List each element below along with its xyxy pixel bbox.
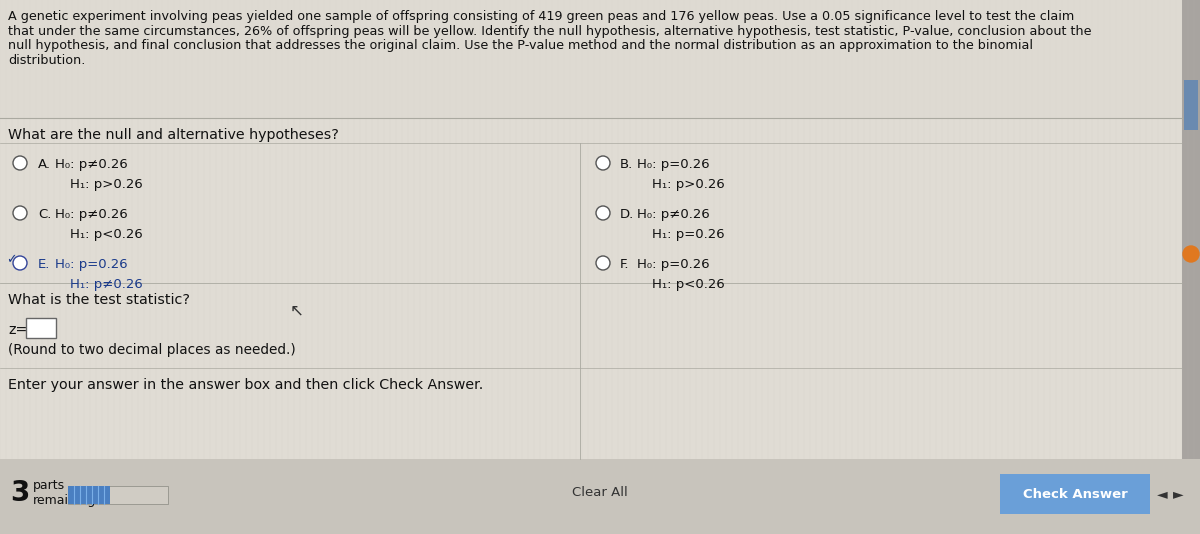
Circle shape <box>1183 246 1199 262</box>
Text: What are the null and alternative hypotheses?: What are the null and alternative hypoth… <box>8 128 338 142</box>
Text: D.: D. <box>620 208 635 221</box>
Circle shape <box>596 256 610 270</box>
Text: z=: z= <box>8 323 28 337</box>
Text: E.: E. <box>38 258 50 271</box>
Text: ↖: ↖ <box>290 301 304 319</box>
Text: ◄: ◄ <box>1157 487 1168 501</box>
Text: H₁: p>0.26: H₁: p>0.26 <box>652 178 725 191</box>
Circle shape <box>596 156 610 170</box>
Text: H₀: p≠0.26: H₀: p≠0.26 <box>55 208 127 221</box>
FancyBboxPatch shape <box>1182 0 1200 459</box>
Text: Enter your answer in the answer box and then click Check Answer.: Enter your answer in the answer box and … <box>8 378 484 392</box>
Text: H₀: p=0.26: H₀: p=0.26 <box>637 258 709 271</box>
Text: ►: ► <box>1172 487 1183 501</box>
FancyBboxPatch shape <box>1000 474 1150 514</box>
Circle shape <box>13 156 28 170</box>
Text: A.: A. <box>38 158 50 171</box>
FancyBboxPatch shape <box>0 459 1200 534</box>
Text: H₁: p>0.26: H₁: p>0.26 <box>70 178 143 191</box>
Text: A genetic experiment involving peas yielded one sample of offspring consisting o: A genetic experiment involving peas yiel… <box>8 10 1074 23</box>
FancyBboxPatch shape <box>1184 80 1198 130</box>
Text: parts: parts <box>34 479 65 492</box>
Text: H₀: p≠0.26: H₀: p≠0.26 <box>55 158 127 171</box>
Text: H₀: p=0.26: H₀: p=0.26 <box>55 258 127 271</box>
FancyBboxPatch shape <box>68 486 110 504</box>
Circle shape <box>13 256 28 270</box>
Text: What is the test statistic?: What is the test statistic? <box>8 293 190 307</box>
Circle shape <box>13 206 28 220</box>
Text: H₁: p<0.26: H₁: p<0.26 <box>652 278 725 291</box>
Text: 3: 3 <box>10 479 29 507</box>
Text: null hypothesis, and final conclusion that addresses the original claim. Use the: null hypothesis, and final conclusion th… <box>8 39 1033 52</box>
Text: ✓: ✓ <box>6 254 17 266</box>
Text: H₀: p=0.26: H₀: p=0.26 <box>637 158 709 171</box>
FancyBboxPatch shape <box>0 0 1200 118</box>
Text: H₁: p=0.26: H₁: p=0.26 <box>652 228 725 241</box>
FancyBboxPatch shape <box>0 118 1200 459</box>
Text: F.: F. <box>620 258 630 271</box>
Text: (Round to two decimal places as needed.): (Round to two decimal places as needed.) <box>8 343 295 357</box>
FancyBboxPatch shape <box>68 486 168 504</box>
Text: that under the same circumstances, 26% of offspring peas will be yellow. Identif: that under the same circumstances, 26% o… <box>8 25 1092 37</box>
Text: remaining: remaining <box>34 494 96 507</box>
Text: C.: C. <box>38 208 52 221</box>
Text: Check Answer: Check Answer <box>1022 488 1127 500</box>
Text: B.: B. <box>620 158 634 171</box>
FancyBboxPatch shape <box>26 318 56 338</box>
Text: Clear All: Clear All <box>572 485 628 499</box>
Text: distribution.: distribution. <box>8 53 85 67</box>
Text: H₁: p≠0.26: H₁: p≠0.26 <box>70 278 143 291</box>
Circle shape <box>596 206 610 220</box>
Text: H₀: p≠0.26: H₀: p≠0.26 <box>637 208 709 221</box>
Text: H₁: p<0.26: H₁: p<0.26 <box>70 228 143 241</box>
